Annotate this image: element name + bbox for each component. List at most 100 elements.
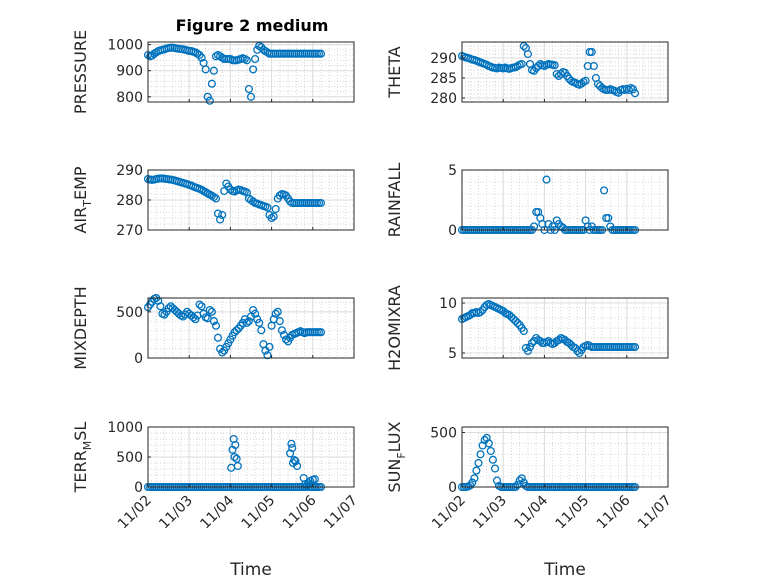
data-point (550, 61, 559, 70)
plot-area (462, 427, 668, 487)
axes-box (461, 41, 669, 103)
subplot-h2omixra: 5 10 H2OMIXRA (385, 285, 669, 371)
data-point (218, 348, 227, 357)
data-point (490, 464, 500, 473)
y-tick-label: 5 (448, 346, 457, 362)
data-point (255, 318, 264, 327)
y-tick-label: 500 (430, 425, 457, 441)
data-point (472, 466, 481, 475)
data-point (197, 53, 206, 62)
data-point (492, 476, 502, 485)
axes-box (461, 169, 669, 231)
data-point (589, 61, 598, 71)
y-axis-label: TERRMSL (71, 422, 94, 494)
data-point (205, 96, 214, 105)
data-point (604, 213, 613, 223)
y-tick-label: 290 (116, 163, 143, 179)
data-point (246, 92, 256, 101)
data-point (542, 175, 551, 184)
data-point (203, 92, 212, 101)
data-point (209, 192, 218, 202)
data-point (624, 85, 633, 95)
data-point (513, 318, 522, 328)
data-point (277, 326, 286, 335)
x-tick-label: 11/02 (115, 493, 155, 533)
axes-box (461, 426, 669, 488)
data-point (273, 307, 282, 316)
plot-area (462, 170, 668, 230)
data-point (488, 455, 497, 464)
data-point (523, 346, 532, 356)
y-tick-label: 0 (134, 480, 143, 496)
plot-area (462, 42, 668, 102)
data-point (156, 302, 165, 311)
x-tick-label: 11/06 (280, 492, 320, 532)
y-tick-label: 280 (430, 91, 457, 107)
x-tick-label: 11/05 (553, 493, 593, 533)
x-tick-label: 11/02 (429, 493, 469, 533)
data-point (263, 351, 272, 360)
data-point (511, 316, 520, 326)
data-point (523, 49, 532, 59)
y-tick-label: 5 (448, 163, 457, 179)
data-point (316, 49, 326, 58)
x-tick-label: 11/07 (321, 493, 361, 533)
data-point (466, 310, 475, 320)
data-point (287, 439, 296, 448)
y-axis-label: H2OMIXRA (385, 285, 404, 371)
data-point (195, 300, 204, 309)
data-point (211, 194, 221, 203)
data-point (191, 48, 200, 57)
data-point (519, 41, 528, 51)
y-tick-label: 0 (134, 351, 143, 367)
data-point (474, 458, 483, 468)
data-point (242, 318, 251, 327)
subplot-mixdepth: 0 500 MIXDEPTH (71, 286, 355, 370)
data-point (242, 56, 251, 65)
data-point (316, 198, 326, 208)
x-tick-label: 11/06 (594, 492, 634, 532)
data-point (207, 79, 216, 88)
subplot-air-temp: 270 280 290 AIRTEMP (71, 163, 355, 239)
y-axis-label: THETA (385, 46, 404, 98)
y-axis-label: SUNFLUX (385, 421, 408, 492)
data-point (476, 450, 485, 459)
data-point (150, 49, 159, 58)
y-tick-label: 500 (116, 305, 143, 321)
data-point (468, 478, 477, 487)
data-point (515, 476, 524, 485)
data-point (211, 321, 221, 330)
data-point (293, 461, 302, 471)
y-axis-label: AIRTEMP (71, 166, 94, 233)
data-point (249, 65, 258, 74)
data-point (628, 85, 638, 94)
data-point (207, 307, 216, 316)
data-point (213, 333, 223, 342)
x-tick-label: 11/03 (156, 493, 196, 533)
y-tick-label: 270 (116, 223, 143, 239)
data-point (316, 328, 326, 337)
y-tick-label: 0 (448, 223, 457, 239)
subplot-pressure: 800 900 1000 PRESSURE (71, 30, 355, 114)
data-point (197, 302, 206, 311)
data-point (509, 314, 518, 324)
data-point (265, 342, 274, 351)
data-point (525, 342, 535, 352)
data-point (581, 76, 590, 85)
data-point (263, 203, 272, 212)
subplot-rainfall: 0 5 RAINFALL (385, 163, 669, 239)
axes-box (461, 297, 669, 359)
y-axis-label: RAINFALL (385, 163, 404, 238)
data-point (281, 335, 291, 344)
y-tick-label: 10 (439, 296, 457, 312)
data-point (201, 65, 210, 74)
data-point (271, 204, 280, 214)
data-point (484, 439, 493, 448)
y-axis-label: PRESSURE (71, 30, 90, 114)
data-point (630, 89, 640, 98)
data-point (587, 47, 596, 57)
subplot-theta: 280 285 290 THETA (385, 41, 669, 107)
axes-box (147, 41, 355, 103)
data-point (275, 317, 284, 326)
